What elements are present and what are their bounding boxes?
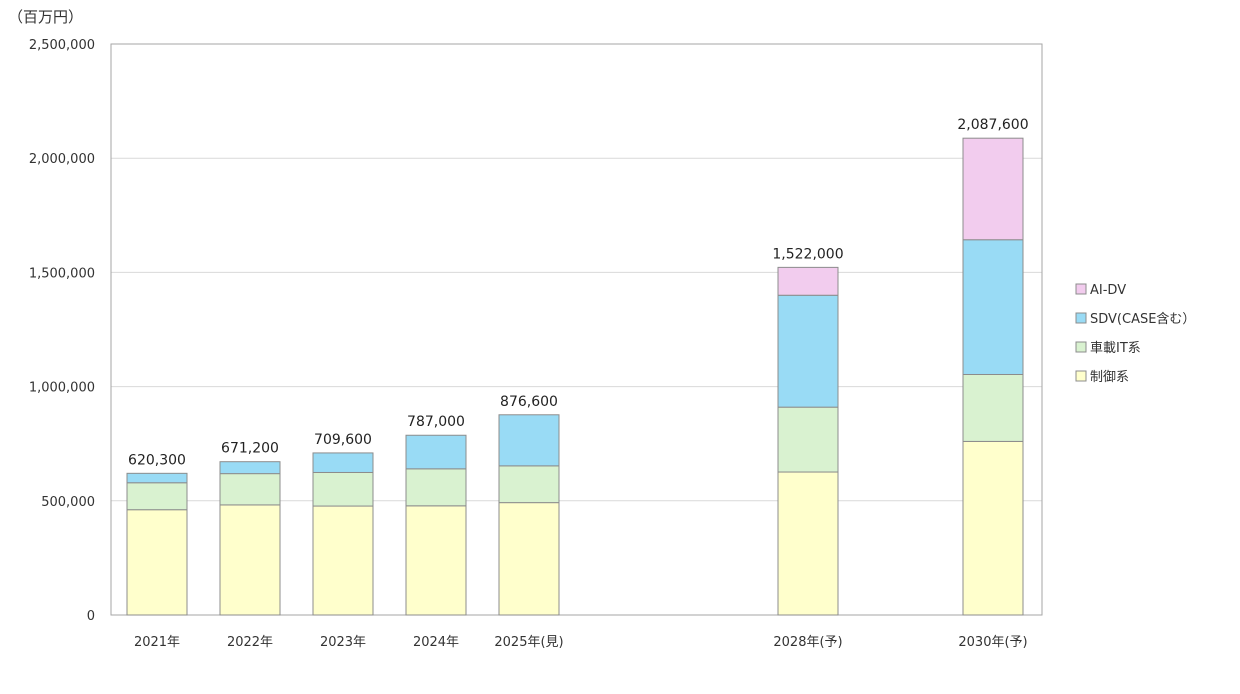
y-axis-unit-label: （百万円）: [8, 8, 84, 26]
legend-swatch: [1075, 312, 1087, 324]
y-tick-label: 500,000: [41, 495, 95, 510]
bar-segment: [962, 239, 1024, 375]
bar-total-label: 876,600: [500, 394, 558, 410]
bar-segment: [498, 502, 560, 616]
bar-segment: [219, 461, 281, 475]
bar-segment: [405, 468, 467, 507]
bar-segment: [219, 504, 281, 616]
y-tick-label: 2,500,000: [29, 38, 95, 53]
y-tick-label: 2,000,000: [29, 152, 95, 167]
x-tick-label: 2030年(予): [958, 635, 1027, 650]
bar-segment: [126, 482, 188, 511]
bar-segment: [777, 294, 839, 408]
bar-segment: [126, 472, 188, 484]
bar-total-label: 787,000: [407, 414, 465, 430]
y-tick-label: 1,000,000: [29, 381, 95, 396]
x-tick-label: 2028年(予): [773, 635, 842, 650]
bar-segment: [498, 465, 560, 504]
bar-segment: [405, 505, 467, 616]
bar-segment: [312, 505, 374, 616]
legend-label: 制御系: [1090, 370, 1129, 385]
bar-segment: [777, 471, 839, 616]
legend-swatch: [1075, 283, 1087, 295]
x-tick-label: 2021年: [134, 635, 180, 650]
bar-segment: [777, 266, 839, 296]
y-tick-label: 0: [87, 609, 95, 624]
bar-segment: [219, 473, 281, 506]
bar-segment: [962, 137, 1024, 241]
y-tick-label: 1,500,000: [29, 266, 95, 281]
bar-total-label: 1,522,000: [772, 246, 843, 262]
bar-total-label: 709,600: [314, 432, 372, 448]
bar-segment: [498, 414, 560, 467]
bar-total-label: 671,200: [221, 441, 279, 457]
x-tick-label: 2023年: [320, 635, 366, 650]
bar-segment: [405, 434, 467, 470]
legend-swatch: [1075, 370, 1087, 382]
x-tick-label: 2022年: [227, 635, 273, 650]
legend-swatch: [1075, 341, 1087, 353]
bar-total-label: 2,087,600: [957, 117, 1028, 133]
bar-segment: [777, 406, 839, 473]
plot-area-frame: [110, 43, 1043, 616]
x-tick-label: 2024年: [413, 635, 459, 650]
x-tick-label: 2025年(見): [494, 635, 563, 650]
legend-label: SDV(CASE含む）: [1090, 311, 1195, 327]
bar-segment: [312, 452, 374, 473]
bar-segment: [962, 440, 1024, 616]
legend-label: 車載IT系: [1090, 341, 1141, 356]
bar-segment: [126, 509, 188, 616]
bar-total-label: 620,300: [128, 452, 186, 468]
bar-segment: [962, 373, 1024, 442]
legend-label: AI-DV: [1090, 283, 1126, 298]
bar-segment: [312, 471, 374, 507]
